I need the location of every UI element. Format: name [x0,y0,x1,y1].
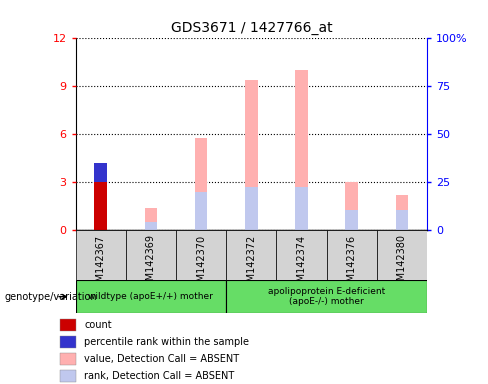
Title: GDS3671 / 1427766_at: GDS3671 / 1427766_at [170,21,332,35]
Bar [396,210,408,230]
Text: GSM142369: GSM142369 [146,234,156,293]
Text: genotype/variation: genotype/variation [5,291,98,302]
Bar [76,230,126,280]
Bar [126,230,176,280]
Bar [60,336,76,348]
Bar [226,230,276,280]
Text: GSM142380: GSM142380 [397,234,407,293]
Text: GSM142372: GSM142372 [246,234,256,294]
Bar [295,187,308,230]
Bar [60,353,76,365]
Text: value, Detection Call = ABSENT: value, Detection Call = ABSENT [84,354,240,364]
Bar [326,230,377,280]
Bar [245,187,258,230]
Text: count: count [84,320,112,330]
Text: rank, Detection Call = ABSENT: rank, Detection Call = ABSENT [84,371,235,381]
Bar [245,80,258,230]
Text: GSM142374: GSM142374 [297,234,306,293]
Text: percentile rank within the sample: percentile rank within the sample [84,337,249,347]
Bar [95,163,107,182]
Bar [377,230,427,280]
Text: apolipoprotein E-deficient
(apoE-/-) mother: apolipoprotein E-deficient (apoE-/-) mot… [268,287,385,306]
Bar [396,195,408,230]
Bar [95,182,107,230]
Bar [176,230,226,280]
Bar [60,319,76,331]
Bar [346,182,358,230]
Bar [195,137,207,230]
Bar [295,70,308,230]
Bar [60,369,76,382]
Text: GSM142376: GSM142376 [346,234,357,293]
Bar [144,208,157,230]
Bar [95,203,107,230]
Text: GSM142370: GSM142370 [196,234,206,293]
Bar [226,280,427,313]
Text: GSM142367: GSM142367 [96,234,106,293]
Bar [95,203,107,230]
Bar [144,222,157,230]
Bar [346,210,358,230]
Text: wildtype (apoE+/+) mother: wildtype (apoE+/+) mother [88,292,213,301]
Bar [76,280,226,313]
Bar [276,230,326,280]
Bar [195,192,207,230]
